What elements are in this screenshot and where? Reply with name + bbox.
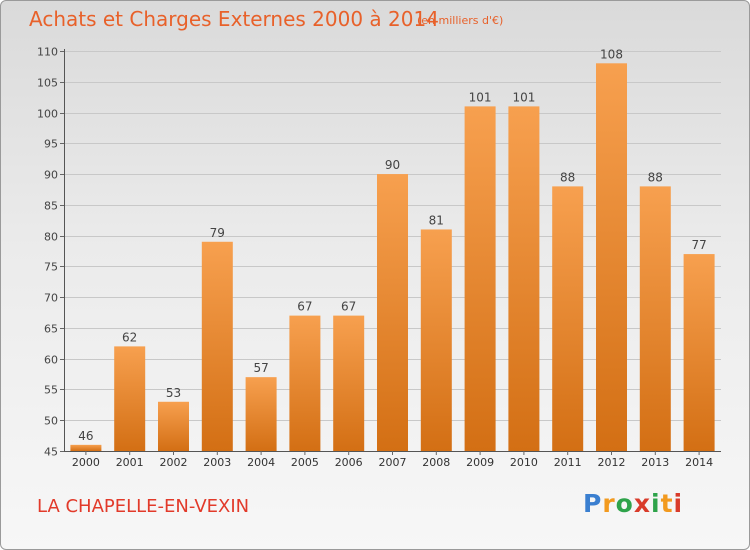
bar (596, 63, 627, 452)
bar (508, 106, 540, 451)
y-tick-label: 50 (44, 415, 58, 428)
y-tick-label: 80 (44, 231, 58, 244)
data-label: 77 (691, 238, 706, 252)
data-label: 67 (297, 300, 312, 314)
logo-letter: P (583, 489, 603, 518)
data-label: 108 (600, 47, 623, 61)
x-tick-label: 2000 (72, 456, 100, 469)
y-tick-label: 45 (44, 446, 58, 459)
data-label: 101 (469, 90, 492, 104)
data-label: 88 (648, 170, 663, 184)
y-tick-label: 85 (44, 200, 58, 213)
bar (245, 377, 277, 451)
city-name: LA CHAPELLE-EN-VEXIN (37, 496, 250, 517)
logo-letter: x (633, 489, 651, 518)
bar (420, 229, 452, 451)
x-tick-label: 2014 (685, 456, 713, 469)
logo-letter: r (602, 489, 616, 518)
logo-letter: i (651, 489, 661, 518)
bar (333, 315, 365, 451)
data-label: 101 (512, 90, 535, 104)
x-tick-label: 2012 (598, 456, 626, 469)
y-tick-label: 105 (37, 77, 58, 90)
bar (683, 254, 715, 451)
y-tick-label: 90 (44, 169, 58, 182)
bar (552, 186, 584, 451)
bar (70, 444, 102, 451)
data-label: 62 (122, 330, 137, 344)
bar (114, 346, 146, 451)
chart-title: Achats et Charges Externes 2000 à 2014 (29, 7, 439, 31)
data-label: 81 (429, 213, 444, 227)
y-tick-label: 75 (44, 261, 58, 274)
y-tick-label: 60 (44, 354, 58, 367)
bar (158, 401, 189, 451)
x-tick-label: 2002 (160, 456, 188, 469)
data-label: 90 (385, 158, 400, 172)
proxiti-logo: Proxiti (583, 489, 683, 518)
x-tick-label: 2009 (466, 456, 494, 469)
x-tick-label: 2007 (379, 456, 407, 469)
x-tick-label: 2013 (641, 456, 669, 469)
x-tick-label: 2006 (335, 456, 363, 469)
data-label: 79 (210, 226, 225, 240)
bar (464, 106, 496, 451)
y-tick-label: 100 (37, 108, 58, 121)
chart-subtitle: (en milliers d'€) (417, 14, 504, 27)
y-tick-label: 70 (44, 292, 58, 305)
x-tick-label: 2005 (291, 456, 319, 469)
data-label: 46 (78, 429, 93, 443)
bar (289, 315, 321, 451)
x-tick-label: 2011 (554, 456, 582, 469)
bar (639, 186, 671, 451)
y-tick-label: 110 (37, 46, 58, 59)
bar (377, 174, 408, 452)
bar (201, 241, 233, 451)
x-tick-label: 2004 (247, 456, 275, 469)
data-label: 88 (560, 170, 575, 184)
x-tick-label: 2003 (203, 456, 231, 469)
y-tick-label: 65 (44, 323, 58, 336)
x-tick-label: 2008 (422, 456, 450, 469)
x-tick-label: 2010 (510, 456, 538, 469)
data-label: 53 (166, 386, 181, 400)
data-label: 57 (253, 361, 268, 375)
data-label: 67 (341, 300, 356, 314)
y-tick-label: 55 (44, 384, 58, 397)
logo-letter: o (615, 489, 634, 518)
x-tick-label: 2001 (116, 456, 144, 469)
y-tick-label: 95 (44, 138, 58, 151)
logo-letter: i (673, 489, 684, 518)
logo-letter: t (660, 489, 674, 518)
